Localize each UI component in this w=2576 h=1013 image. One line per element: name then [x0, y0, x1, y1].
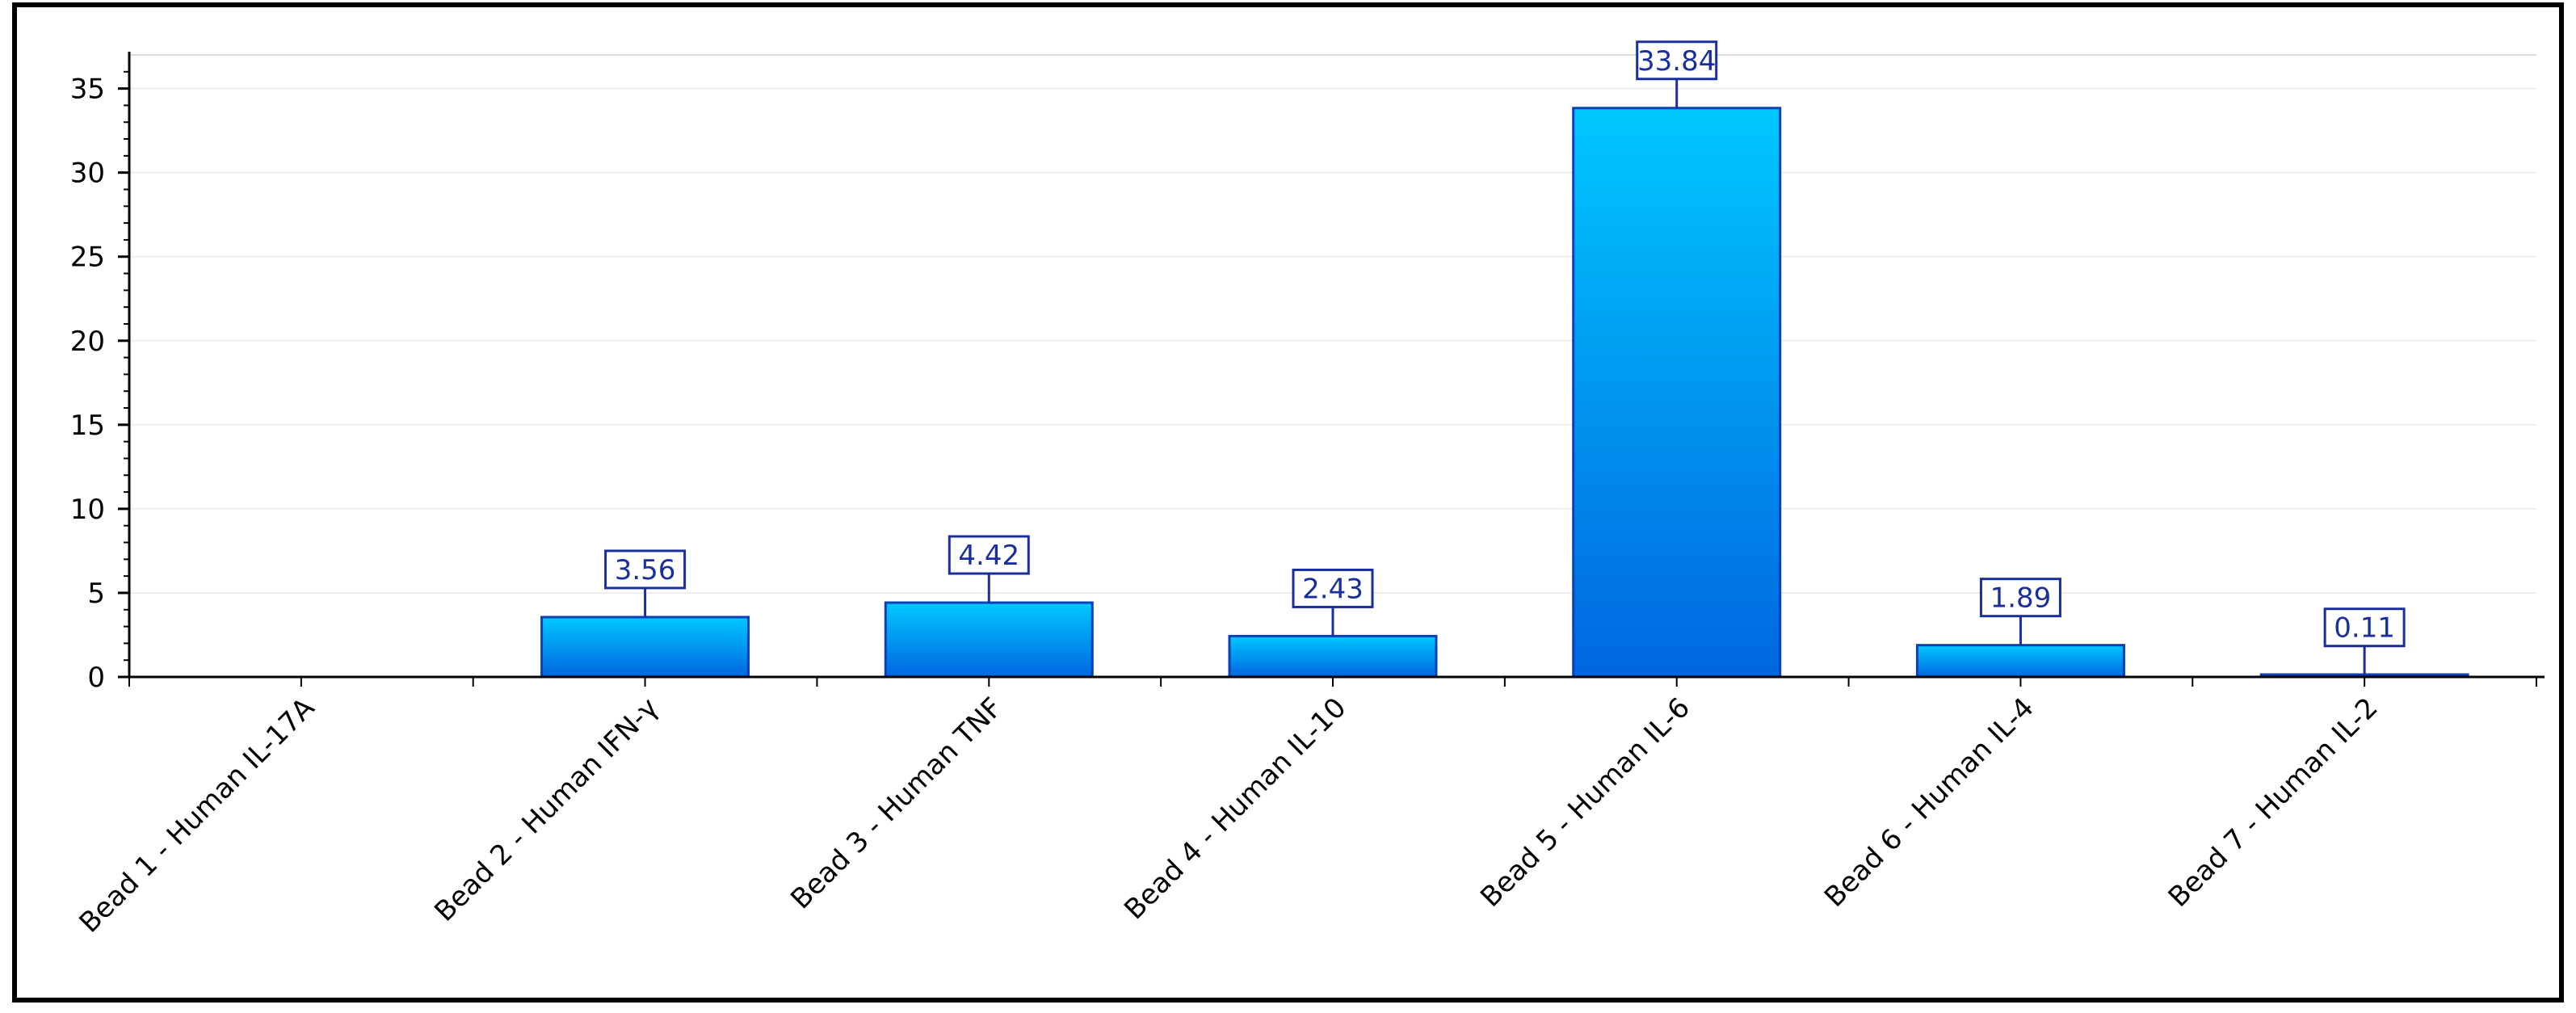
chart-border — [12, 2, 2564, 1002]
x-tick-label: Bead 4 - Human IL-10 — [1118, 691, 1352, 926]
bar — [1572, 107, 1782, 679]
y-tick-label: 10 — [70, 494, 105, 526]
x-tick-label: Bead 3 - Human TNF — [784, 691, 1008, 915]
y-tick-label: 30 — [70, 158, 105, 190]
data-label: 1.89 — [1990, 582, 2052, 615]
x-tick-label: Bead 1 - Human IL-17A — [74, 691, 321, 939]
data-label-box — [2323, 607, 2406, 648]
data-label-box — [1636, 40, 1718, 81]
data-label: 33.84 — [1637, 45, 1716, 78]
y-tick-label: 5 — [87, 578, 105, 610]
axis-layer: 0 5 10 15 20 25 30 35 Bead 1 - Human IL-17A Bead … — [70, 52, 2544, 939]
y-tick-label: 20 — [70, 326, 105, 358]
data-label-box — [1292, 568, 1374, 608]
x-tick-label: Bead 7 - Human IL-2 — [2162, 691, 2385, 914]
x-tick-label: Bead 5 - Human IL-6 — [1474, 691, 1696, 914]
data-label: 3.56 — [615, 554, 676, 586]
data-label-box — [604, 549, 687, 590]
data-label: 2.43 — [1302, 573, 1364, 605]
data-label: 0.11 — [2334, 612, 2395, 645]
bar-layer — [540, 107, 2469, 679]
x-tick-label: Bead 6 - Human IL-4 — [1818, 691, 2040, 914]
bar — [884, 601, 1094, 679]
grid-layer — [129, 54, 2536, 594]
bar — [540, 616, 750, 679]
data-label: 4.42 — [958, 540, 1019, 572]
data-label-box — [948, 535, 1030, 575]
x-tick-label: Bead 2 - Human IFN-γ — [428, 691, 665, 928]
y-tick-label: 15 — [70, 410, 105, 442]
bar — [1915, 644, 2125, 679]
label-layer: 3.56 4.42 2.43 33.84 1.89 0.11 — [604, 40, 2406, 675]
y-tick-label: 0 — [87, 662, 105, 694]
bar — [1228, 634, 1438, 679]
data-label-box — [1979, 578, 2061, 618]
y-tick-label: 25 — [70, 242, 105, 274]
y-tick-label: 35 — [70, 74, 105, 106]
